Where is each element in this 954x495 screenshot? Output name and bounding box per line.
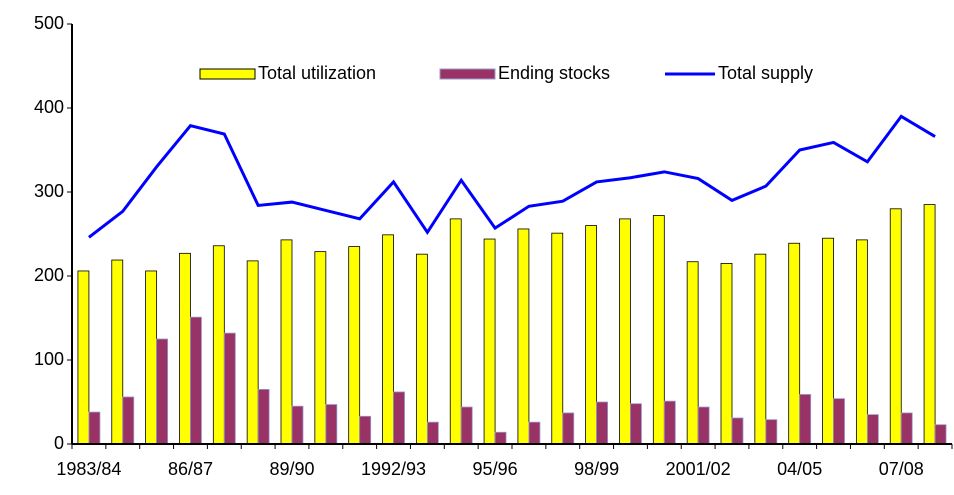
- bar: [551, 232, 564, 445]
- bar: [697, 406, 710, 445]
- legend-swatch: [199, 68, 256, 80]
- bar: [562, 412, 575, 445]
- bar: [145, 270, 158, 445]
- bar: [585, 225, 598, 445]
- bar: [212, 245, 225, 445]
- x-tick-label: 2001/02: [666, 459, 731, 479]
- bar: [630, 403, 642, 445]
- y-tick-label: 0: [54, 433, 64, 453]
- bar: [325, 404, 338, 445]
- x-tick-label: 98/99: [574, 459, 619, 479]
- bar: [754, 253, 767, 445]
- legend-label: Ending stocks: [498, 63, 610, 83]
- bar: [460, 406, 473, 445]
- bar: [111, 259, 124, 445]
- bar: [900, 412, 913, 445]
- bar: [799, 394, 812, 445]
- bar: [765, 419, 778, 445]
- bar: [348, 246, 361, 445]
- legend-label: Total supply: [718, 63, 813, 83]
- bar: [720, 262, 733, 445]
- bar: [88, 411, 101, 445]
- x-tick-label: 07/08: [879, 459, 924, 479]
- bar: [179, 252, 191, 445]
- y-tick-label: 100: [34, 349, 64, 369]
- y-tick-label: 300: [34, 181, 64, 201]
- bar: [449, 218, 462, 445]
- bar: [923, 204, 936, 445]
- line: [88, 114, 936, 239]
- bar: [382, 234, 394, 445]
- legend-label: Total utilization: [258, 63, 376, 83]
- bar: [77, 270, 90, 445]
- bar: [663, 400, 676, 445]
- y-tick-label: 200: [34, 265, 64, 285]
- bar: [596, 401, 609, 445]
- bar: [494, 431, 507, 445]
- bar: [156, 338, 169, 445]
- bar: [246, 260, 259, 445]
- bar: [314, 251, 327, 445]
- bar: [257, 388, 270, 445]
- bar: [190, 316, 202, 445]
- bar: [619, 218, 631, 445]
- bar: [822, 237, 834, 445]
- bar: [122, 396, 135, 445]
- x-tick-label: 95/96: [473, 459, 518, 479]
- legend-swatch: [439, 68, 496, 80]
- bar: [686, 261, 699, 445]
- bar: [788, 242, 801, 445]
- bar: [223, 332, 236, 445]
- bar: [866, 414, 879, 445]
- y-tick-label: 500: [34, 13, 64, 33]
- bar: [934, 424, 947, 445]
- bar: [889, 208, 902, 445]
- bar: [833, 398, 845, 445]
- x-tick-label: 86/87: [168, 459, 213, 479]
- bar: [855, 239, 868, 445]
- bar: [291, 405, 304, 445]
- x-tick-label: 04/05: [777, 459, 822, 479]
- bar: [426, 421, 439, 445]
- x-tick-label: 89/90: [269, 459, 314, 479]
- x-tick-label: 1983/84: [56, 459, 121, 479]
- bar: [731, 417, 744, 445]
- bar: [280, 239, 293, 445]
- bar: [483, 238, 496, 445]
- bar: [517, 228, 530, 445]
- y-tick-label: 400: [34, 97, 64, 117]
- bar: [415, 253, 428, 445]
- bar: [652, 215, 665, 445]
- bar: [359, 415, 372, 445]
- x-tick-label: 1992/93: [361, 459, 426, 479]
- bar: [528, 421, 541, 445]
- bar: [393, 391, 405, 445]
